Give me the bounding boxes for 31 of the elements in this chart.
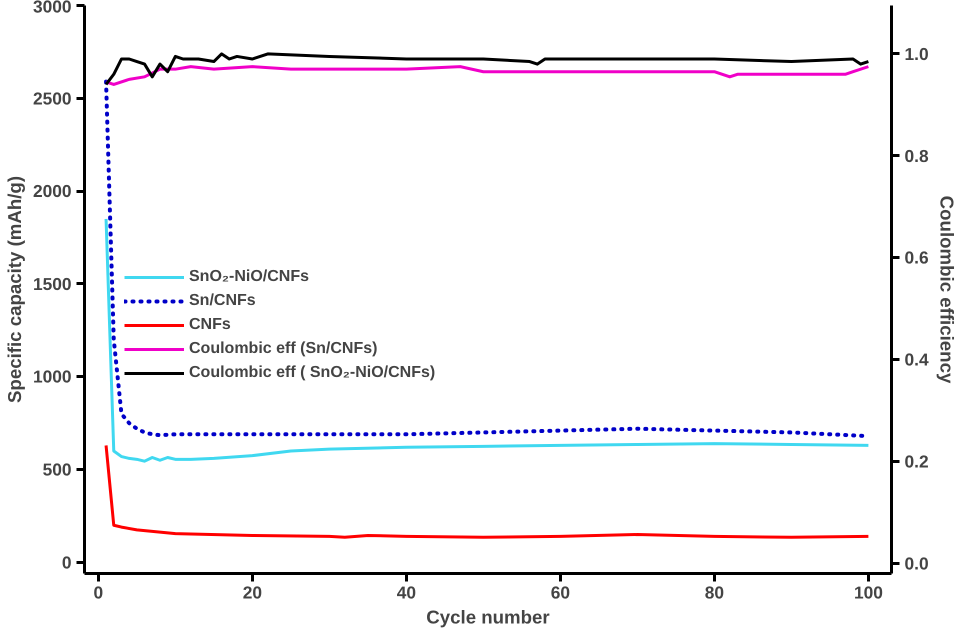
y-tick-label: 3000 bbox=[32, 0, 72, 16]
line-series bbox=[104, 52, 870, 86]
x-tick-label: 100 bbox=[854, 582, 883, 602]
y2-tick-label: 0.0 bbox=[904, 553, 929, 574]
y2-tick-label: 0.6 bbox=[904, 248, 929, 268]
line-series bbox=[104, 444, 870, 539]
x-tick-label: 80 bbox=[704, 582, 724, 602]
x-tick-label: 0 bbox=[94, 582, 104, 602]
y-tick-label: 1500 bbox=[32, 274, 72, 294]
legend-label: Coulombic eff (Sn/CNFs) bbox=[189, 340, 378, 358]
y-tick-label: 2000 bbox=[32, 181, 72, 202]
y2-tick-label: 0.8 bbox=[904, 146, 929, 166]
y2-tick-label: 1.0 bbox=[904, 44, 929, 64]
y-tick-label: 500 bbox=[42, 460, 72, 480]
line-series bbox=[104, 65, 870, 86]
legend-label: Coulombic eff ( SnO₂-NiO/CNFs) bbox=[189, 364, 436, 382]
legend-label: Sn/CNFs bbox=[189, 292, 256, 310]
y2-axis-title: Coulombic efficiency bbox=[936, 196, 958, 384]
x-tick-label: 60 bbox=[550, 582, 570, 602]
x-tick-label: 20 bbox=[242, 582, 262, 602]
y2-tick-label: 0.2 bbox=[904, 451, 929, 472]
y-tick-label: 1000 bbox=[32, 366, 72, 387]
x-axis-title: Cycle number bbox=[426, 606, 550, 628]
y-axis-title: Specific capacity (mAh/g) bbox=[4, 176, 25, 404]
line-series bbox=[104, 217, 870, 463]
legend-label: SnO₂-NiO/CNFs bbox=[189, 268, 309, 286]
x-tick-label: 40 bbox=[396, 582, 416, 602]
y-tick-label: 0 bbox=[62, 552, 72, 572]
y-tick-label: 2500 bbox=[32, 88, 72, 108]
y2-tick-label: 0.4 bbox=[904, 350, 929, 370]
legend-label: CNFs bbox=[189, 316, 231, 334]
